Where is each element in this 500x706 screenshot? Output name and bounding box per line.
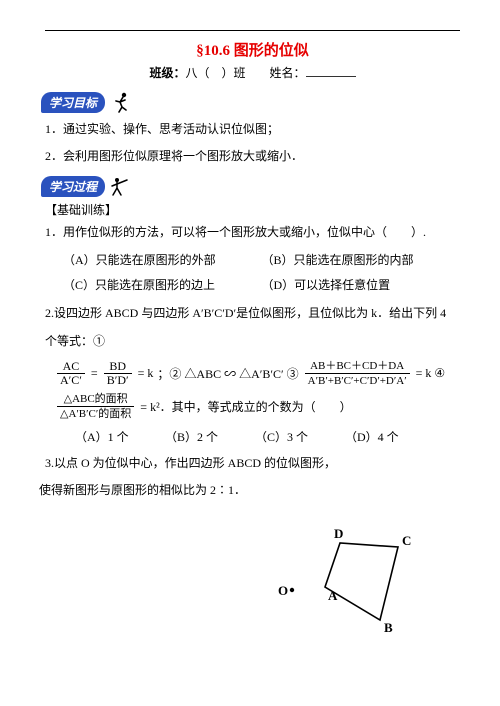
q2-frac3-den: A′B′+B′C′+C′D′+D′A′ xyxy=(305,374,410,388)
q2-lead: 2.设四边形 ABCD 与四边形 A′B′C′D′是位似图形，且位似比为 k．给… xyxy=(45,300,460,355)
section-goal-label: 学习目标 xyxy=(41,92,105,113)
q3-line2: 使得新图形与原图形的相似比为 2∶1． xyxy=(39,478,460,503)
fencer-icon xyxy=(109,175,131,197)
q2-frac2-num: BD xyxy=(104,360,132,374)
q2-frac1: AC A′C′ xyxy=(57,360,85,387)
q2-area-frac: △ABC的面积 △A′B′C′的面积 xyxy=(57,392,134,421)
basic-training-header: 【基础训练】 xyxy=(45,201,460,218)
svg-text:D: D xyxy=(334,526,343,541)
q2-area-num: △ABC的面积 xyxy=(57,392,134,407)
svg-text:C: C xyxy=(402,533,411,548)
q2-opt-c: （C）3 个 xyxy=(255,428,345,445)
goal-2: 2．会利用图形位似原理将一个图形放大或缩小． xyxy=(45,144,460,169)
q1-opt-c: （C）只能选在原图形的边上 xyxy=(63,273,262,298)
q2-equations-2: △ABC的面积 △A′B′C′的面积 = k²．其中，等式成立的个数为（ ） xyxy=(45,392,460,421)
class-info-line: 班级：八（ ）班 姓名： xyxy=(45,64,460,81)
class-label-prefix: 班级： xyxy=(149,66,185,80)
class-label-mid: 八（ ）班 姓名： xyxy=(186,66,306,80)
chapter-title: §10.6 图形的位似 xyxy=(45,39,460,60)
q1-opt-d: （D）可以选择任意位置 xyxy=(262,273,461,298)
q3-line1: 3.以点 O 为位似中心，作出四边形 ABCD 的位似图形， xyxy=(45,451,460,476)
q2-area-den: △A′B′C′的面积 xyxy=(57,407,134,421)
section-process-label: 学习过程 xyxy=(41,176,105,197)
eq-sign-1: = xyxy=(91,366,98,381)
svg-text:O: O xyxy=(278,583,288,598)
q2-eqk3: = k²．其中，等式成立的个数为（ ） xyxy=(140,398,351,415)
q2-frac3: AB＋BC＋CD＋DA A′B′+B′C′+C′D′+D′A′ xyxy=(305,359,410,388)
svg-text:A: A xyxy=(328,588,338,603)
q1-options: （A）只能选在原图形的外部 （B）只能选在原图形的内部 （C）只能选在原图形的边… xyxy=(45,248,460,298)
q2-frac3-num: AB＋BC＋CD＋DA xyxy=(305,359,410,374)
section-process-header: 学习过程 xyxy=(41,175,460,197)
section-goal-header: 学习目标 xyxy=(41,91,460,113)
runner-icon xyxy=(109,91,131,113)
q2-opt-d: （D）4 个 xyxy=(345,428,435,445)
q2-frac2-den: B′D′ xyxy=(104,374,132,387)
q1-opt-b: （B）只能选在原图形的内部 xyxy=(262,248,461,273)
svg-text:B: B xyxy=(384,620,393,635)
quadrilateral-figure: O A B C D xyxy=(260,525,430,655)
q2-opt-a: （A）1 个 xyxy=(75,428,165,445)
q2-frac1-num: AC xyxy=(57,360,85,374)
q2-equations: AC A′C′ = BD B′D′ = k ；② △ABC ∽ △A′B′C′ … xyxy=(45,359,460,388)
q1-opt-a: （A）只能选在原图形的外部 xyxy=(63,248,262,273)
q2-eqk: = k xyxy=(138,366,154,381)
top-rule xyxy=(45,30,460,31)
q2-options: （A）1 个 （B）2 个 （C）3 个 （D）4 个 xyxy=(45,428,460,445)
q2-opt-b: （B）2 个 xyxy=(165,428,255,445)
q2-eqk2: = k ④ xyxy=(416,366,446,381)
q1-stem: 1．用作位似形的方法，可以将一个图形放大或缩小，位似中心（ ）. xyxy=(45,220,460,245)
q2-frac2: BD B′D′ xyxy=(104,360,132,387)
q2-part2: ；② △ABC ∽ △A′B′C′ ③ xyxy=(157,365,298,382)
goal-1: 1．通过实验、操作、思考活动认识位似图； xyxy=(45,117,460,142)
name-blank xyxy=(306,64,356,77)
q2-frac1-den: A′C′ xyxy=(57,374,85,387)
